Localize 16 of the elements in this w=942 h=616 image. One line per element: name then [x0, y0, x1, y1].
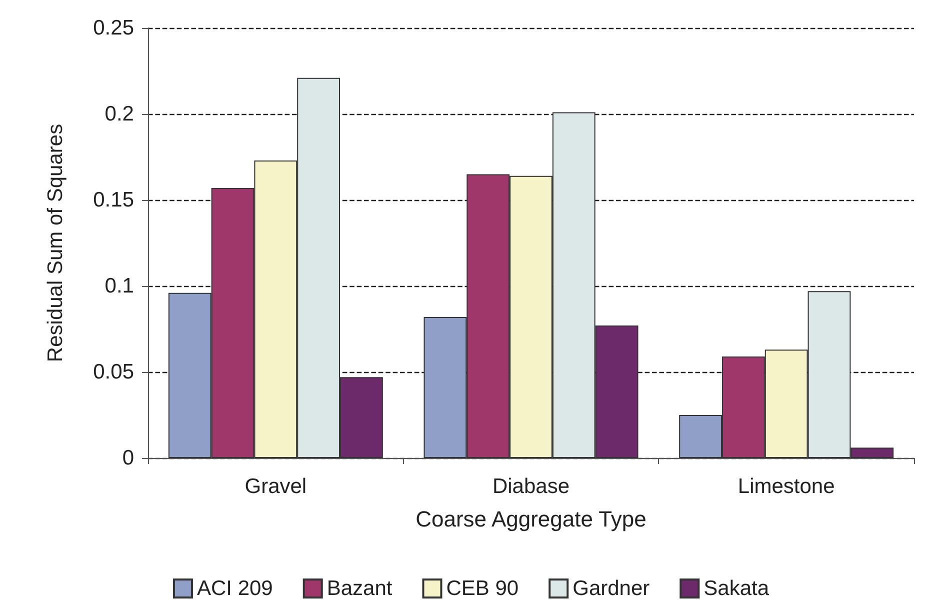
y-tick-label: 0	[122, 446, 134, 470]
y-tick-label: 0.05	[93, 360, 134, 384]
legend-label: Bazant	[326, 577, 392, 600]
x-tick-label: Limestone	[738, 475, 835, 498]
legend-label: Gardner	[572, 577, 650, 600]
y-tick-label: 0.15	[93, 188, 134, 212]
y-axis-title: Residual Sum of Squares	[44, 124, 67, 362]
legend-label: ACI 209	[196, 577, 273, 600]
x-tick-label: Gravel	[244, 475, 307, 498]
legend-label: CEB 90	[446, 577, 519, 600]
y-tick-label: 0.25	[93, 16, 134, 40]
y-tick-label: 0.2	[104, 102, 134, 126]
x-tick-label: Diabase	[492, 475, 570, 498]
legend-label: Sakata	[704, 577, 770, 600]
x-axis-title: Coarse Aggregate Type	[416, 506, 646, 532]
y-tick-label: 0.1	[104, 274, 134, 298]
